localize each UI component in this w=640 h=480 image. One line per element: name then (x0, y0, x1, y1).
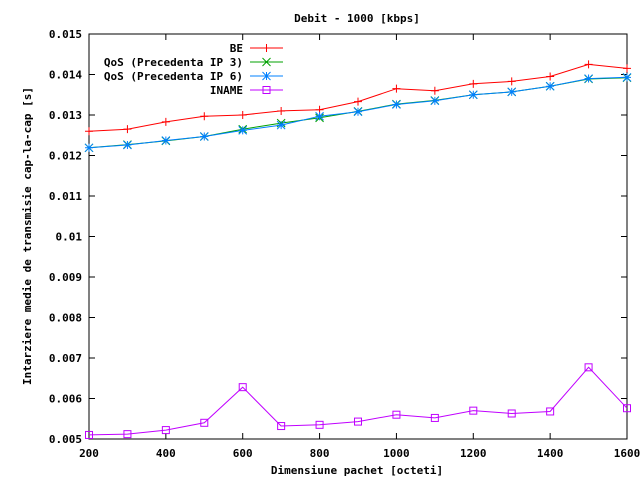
plot-frame (88, 33, 628, 440)
data-point (507, 77, 516, 86)
legend-label: QoS (Precedenta IP 3) (104, 56, 243, 69)
axis-ticks: 200 400 600 800 1000 1200 1400 1600 0.005 0.006 0.… (49, 28, 640, 460)
data-point (238, 111, 247, 119)
data-point (84, 143, 94, 153)
data-point (354, 97, 362, 106)
data-point (469, 406, 478, 415)
legend-marker (262, 71, 271, 81)
data-point (623, 64, 631, 73)
y-tick-label: 0.01 (56, 231, 83, 244)
x-tick-label: 1400 (537, 447, 564, 460)
data-point (123, 430, 132, 439)
y-tick-label: 0.008 (49, 312, 82, 325)
data-point (315, 111, 324, 121)
data-point (507, 87, 517, 97)
x-tick-label: 1200 (460, 447, 487, 460)
data-point (200, 112, 209, 121)
chart-title: Debit - 1000 [kbps] (294, 12, 420, 25)
y-tick-label: 0.005 (49, 433, 82, 446)
data-point (315, 420, 324, 429)
x-tick-label: 600 (233, 447, 253, 460)
y-tick-label: 0.007 (49, 352, 82, 365)
data-point (430, 86, 439, 95)
x-tick-label: 400 (156, 447, 176, 460)
series-layer (84, 60, 632, 439)
legend-marker (262, 44, 271, 52)
data-point (238, 383, 247, 392)
data-point (277, 106, 286, 115)
y-tick-label: 0.012 (49, 150, 82, 163)
data-point (161, 117, 170, 126)
data-point (584, 60, 593, 69)
data-point (161, 426, 170, 435)
data-point (430, 413, 439, 422)
y-tick-label: 0.011 (49, 190, 82, 203)
y-tick-label: 0.015 (49, 28, 82, 41)
data-point (200, 418, 209, 427)
legend-label: INAME (210, 84, 243, 97)
data-point (430, 96, 440, 106)
data-point (276, 120, 286, 130)
data-point (392, 410, 401, 419)
y-tick-label: 0.014 (49, 69, 82, 82)
data-point (85, 430, 93, 439)
data-point (199, 132, 209, 141)
data-point (354, 417, 362, 426)
data-point (123, 140, 132, 150)
data-point (545, 81, 555, 91)
legend-marker (262, 86, 271, 94)
data-point (161, 136, 171, 145)
data-point (622, 72, 632, 82)
data-point (507, 409, 516, 418)
series-line (88, 366, 628, 436)
y-tick-label: 0.013 (49, 109, 82, 122)
data-point (584, 74, 593, 83)
y-tick-label: 0.006 (49, 393, 82, 406)
data-point (123, 125, 132, 134)
x-tick-label: 1000 (383, 447, 410, 460)
x-axis-label: Dimensiune pachet [octeti] (271, 464, 443, 477)
data-point (584, 363, 593, 372)
data-point (392, 84, 401, 93)
data-point (546, 407, 555, 416)
data-point (277, 422, 286, 431)
series-3 (85, 363, 631, 439)
y-axis-label: Intarziere medie de transmisie cap-la-ca… (21, 87, 34, 385)
x-tick-label: 800 (310, 447, 330, 460)
x-tick-label: 200 (79, 447, 99, 460)
series-2 (84, 72, 632, 153)
legend-marker (262, 57, 271, 67)
data-point (392, 100, 401, 109)
data-point (353, 107, 363, 117)
data-point (468, 90, 478, 100)
data-point (85, 127, 93, 136)
legend-label: BE (230, 42, 243, 55)
legend-label: QoS (Precedenta IP 6) (104, 70, 243, 83)
y-tick-label: 0.009 (49, 271, 82, 284)
data-point (546, 72, 555, 81)
data-point (623, 404, 631, 413)
data-point (469, 79, 478, 88)
x-tick-label: 1600 (614, 447, 640, 460)
data-point (238, 126, 248, 135)
series-0 (85, 60, 631, 136)
